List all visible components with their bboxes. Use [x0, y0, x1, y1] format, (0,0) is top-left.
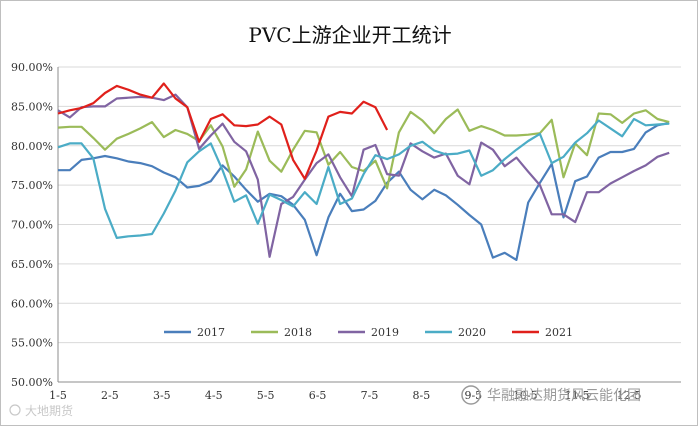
x-tick-label: 3-5	[153, 389, 171, 402]
x-tick-label: 4-5	[205, 389, 223, 402]
y-tick-label: 65.00%	[11, 258, 53, 271]
legend: 2017 2018 2019 2020 2021	[164, 326, 573, 339]
legend-label-2018: 2018	[284, 326, 312, 339]
y-tick-label: 70.00%	[11, 219, 53, 232]
y-tick-label: 90.00%	[11, 61, 53, 74]
wechat-icon	[461, 385, 481, 405]
y-axis-ticks: 50.00% 55.00% 60.00% 65.00% 70.00% 75.00% 80.0…	[11, 61, 53, 389]
watermark-bottom-right: 华融融达期货风云能化团	[461, 385, 641, 405]
x-tick-label: 12-5	[617, 389, 642, 402]
x-axis-ticks: 1-5 2-5 3-5 4-5 5-5 6-5 7-5 8-5 9-5 10-5 11-5 12-5	[49, 389, 641, 402]
series-line-2020	[57, 117, 670, 239]
x-tick-label: 2-5	[101, 389, 119, 402]
watermark-text-right: 华融融达期货风云能化团	[487, 387, 641, 404]
x-tick-label: 11-5	[565, 389, 590, 402]
watermark-bottom-left: 大地期货	[9, 403, 73, 418]
watermark-text-left: 大地期货	[25, 403, 73, 418]
y-tick-label: 75.00%	[11, 179, 53, 192]
x-tick-label: 7-5	[361, 389, 379, 402]
y-tick-label: 80.00%	[11, 140, 53, 153]
chart-title: PVC上游企业开工统计	[248, 23, 451, 47]
x-tick-label: 10-5	[513, 389, 538, 402]
series-lines	[57, 82, 670, 261]
series-line-2019	[57, 93, 670, 258]
legend-label-2019: 2019	[371, 326, 399, 339]
grid-lines	[57, 66, 681, 383]
series-line-2018	[57, 108, 670, 190]
y-tick-label: 50.00%	[11, 376, 53, 389]
series-line-2021	[57, 82, 389, 180]
x-tick-label: 8-5	[413, 389, 431, 402]
y-tick-label: 85.00%	[11, 100, 53, 113]
legend-label-2017: 2017	[197, 326, 225, 339]
x-tick-label: 5-5	[257, 389, 275, 402]
y-tick-label: 60.00%	[11, 297, 53, 310]
series-line-2017	[58, 121, 670, 261]
legend-label-2020: 2020	[458, 326, 486, 339]
y-tick-label: 55.00%	[11, 337, 53, 350]
logo-icon	[9, 404, 21, 416]
x-tick-label: 6-5	[309, 389, 327, 402]
legend-label-2021: 2021	[545, 326, 573, 339]
x-tick-label: 1-5	[49, 389, 67, 402]
x-tick-label: 9-5	[464, 389, 482, 402]
